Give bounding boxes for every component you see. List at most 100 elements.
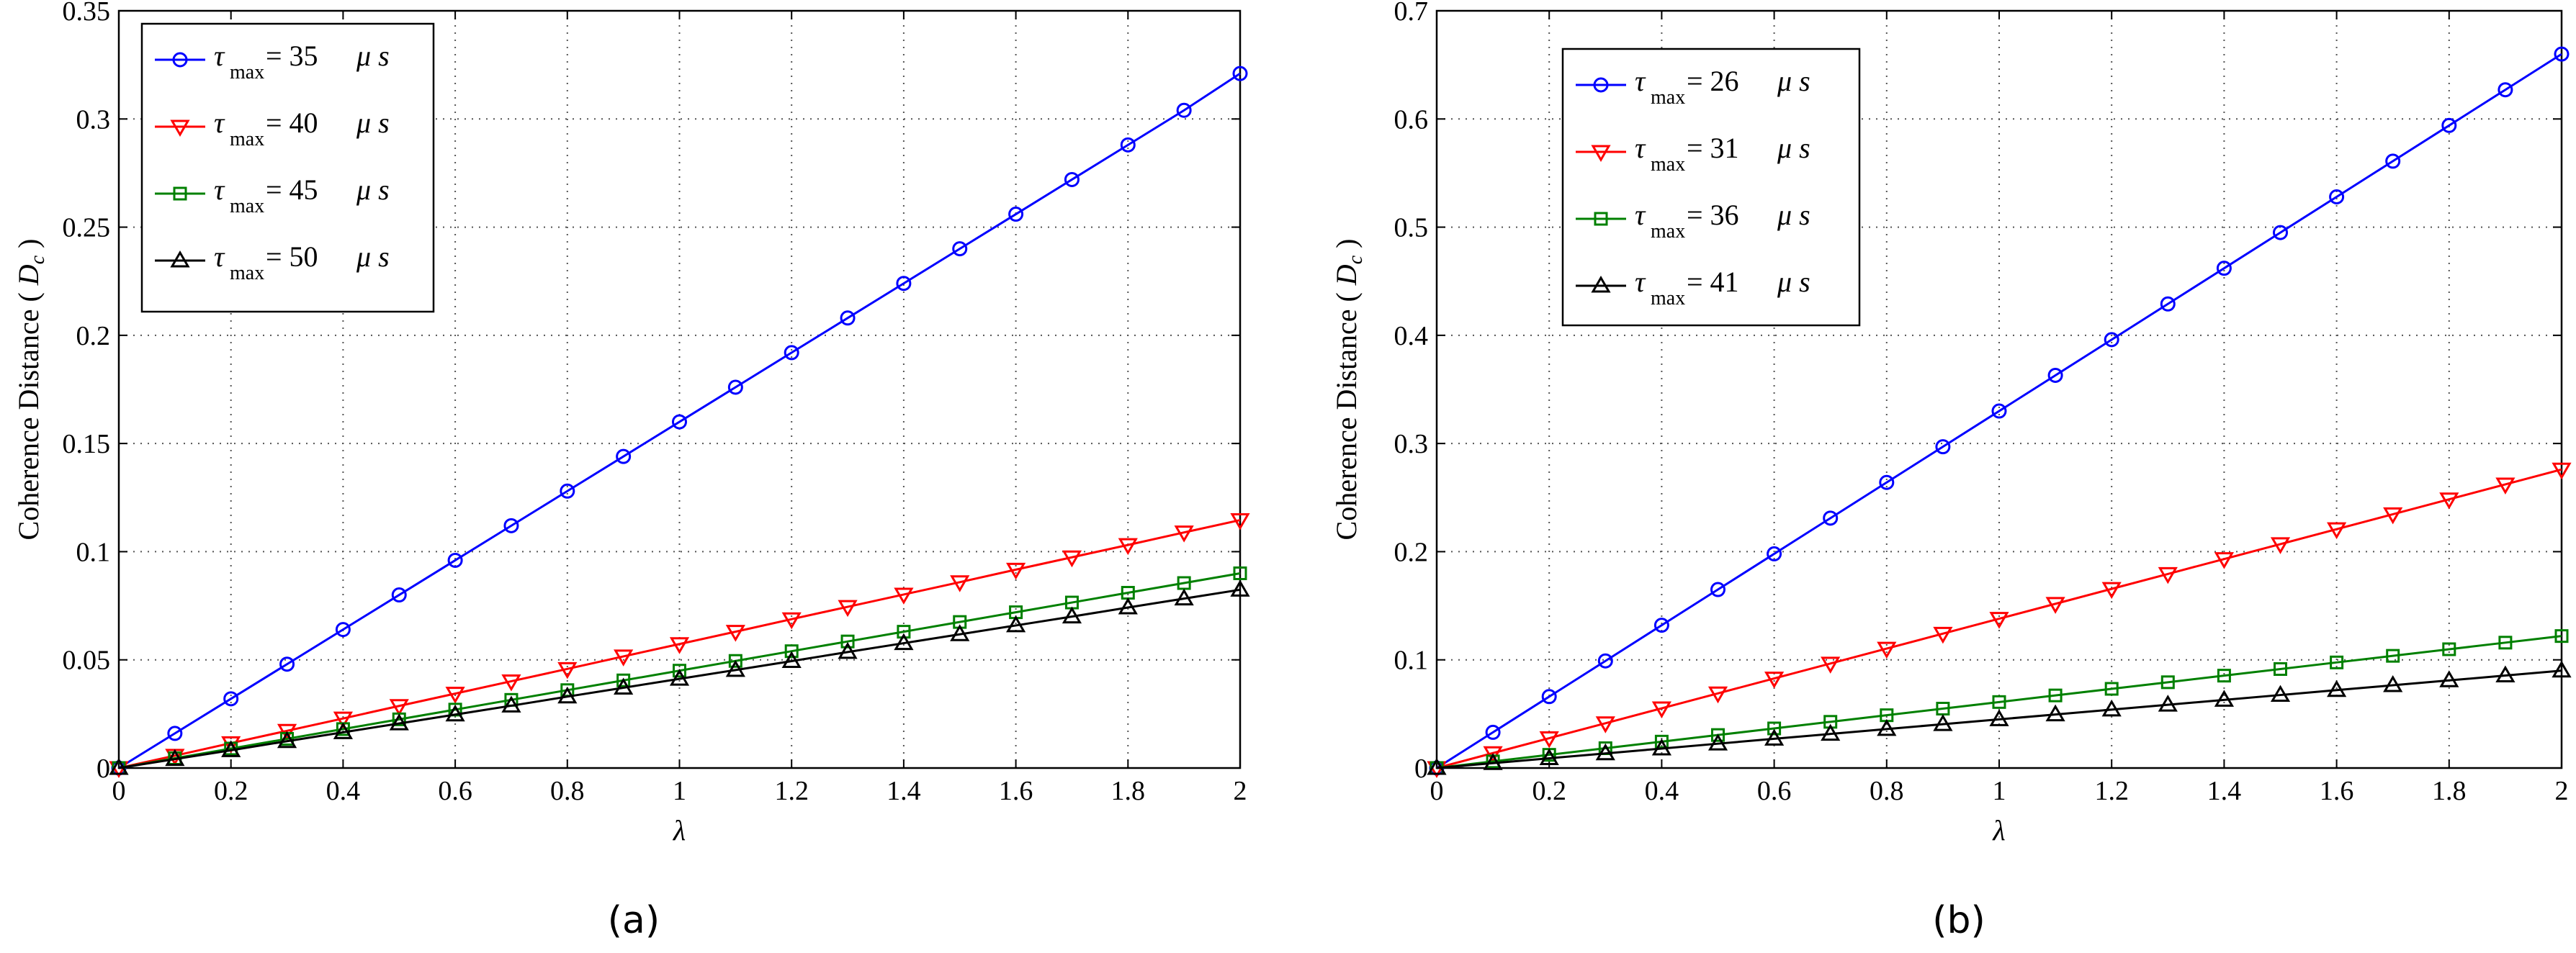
data-point — [1821, 656, 1841, 674]
panel-caption: (a) — [608, 899, 660, 942]
x-axis-label: λ — [1992, 814, 2005, 846]
data-point — [279, 656, 295, 672]
data-point — [2214, 552, 2235, 569]
data-point — [1989, 709, 2009, 726]
data-point — [2498, 82, 2513, 98]
y-tick-label: 0.3 — [1394, 429, 1429, 459]
y-tick-label: 0.2 — [76, 321, 111, 351]
data-point — [896, 276, 912, 292]
data-point — [1230, 513, 1250, 530]
data-point — [277, 731, 297, 749]
data-point — [1597, 653, 1613, 669]
data-point — [2216, 261, 2232, 276]
data-point — [2326, 679, 2347, 697]
x-tick-label: 0 — [112, 776, 126, 806]
data-point — [2270, 537, 2291, 554]
data-point — [165, 749, 185, 767]
data-point — [894, 587, 914, 605]
y-tick-label: 0 — [97, 754, 110, 784]
data-point — [1595, 743, 1615, 761]
legend-unit: μ s — [1777, 266, 1810, 298]
data-point — [1651, 701, 1672, 719]
series-41-us — [1427, 660, 2572, 775]
data-point — [2045, 597, 2065, 614]
x-tick-label: 1.4 — [2207, 776, 2242, 806]
legend-value: = 36 — [1687, 199, 1739, 231]
data-point — [725, 659, 745, 677]
legend-marker — [173, 186, 187, 201]
y-tick-label: 0.2 — [1394, 537, 1429, 567]
legend-unit: μ s — [356, 240, 390, 273]
y-tick-label: 0.25 — [63, 213, 111, 243]
data-point — [2554, 629, 2569, 643]
data-point — [1174, 525, 1194, 543]
data-point — [727, 379, 743, 395]
data-point — [1541, 689, 1557, 705]
legend-value: = 50 — [266, 240, 318, 273]
data-point — [1879, 474, 1895, 490]
data-point — [2048, 688, 2063, 703]
legend-tau: τ — [214, 240, 225, 273]
data-point — [2495, 665, 2516, 683]
data-point — [1710, 582, 1725, 597]
data-point — [389, 713, 409, 731]
chart-panel-a: 0 0.2 0.4 0.6 0.8 1 1.2 1.4 1.6 1.8 2 0 0.05 0.1 0.15 0… — [12, 0, 1250, 942]
series-40-us — [109, 513, 1250, 778]
data-point — [2441, 117, 2457, 133]
y-tick-label: 0.05 — [63, 646, 111, 676]
legend-box — [140, 22, 435, 313]
legend-value: = 31 — [1687, 132, 1739, 164]
data-point — [389, 699, 409, 716]
legend-tau: τ — [1635, 132, 1646, 164]
data-point — [616, 673, 631, 687]
data-point — [1992, 695, 2006, 709]
x-tick-label: 1.2 — [774, 776, 809, 806]
series-line — [118, 519, 1241, 769]
data-point — [1991, 403, 2007, 419]
data-point — [1877, 641, 1897, 659]
x-tick-label: 1 — [673, 776, 686, 806]
data-point — [725, 625, 745, 642]
data-point — [2383, 675, 2403, 692]
data-point — [1118, 538, 1138, 556]
data-point — [2104, 332, 2119, 348]
data-point — [2330, 655, 2344, 669]
data-point — [614, 677, 634, 695]
data-point — [2047, 367, 2063, 383]
x-axis-label: λ — [673, 814, 686, 846]
data-point — [1933, 714, 1953, 731]
x-tick-label: 0.2 — [214, 776, 248, 806]
series-36-us — [1430, 629, 2569, 775]
data-point — [1232, 66, 1248, 81]
data-point — [840, 310, 856, 326]
y-tick-label: 0.5 — [1394, 213, 1429, 243]
data-point — [167, 726, 183, 741]
data-point — [2214, 690, 2235, 707]
legend-tau: τ — [1635, 65, 1646, 97]
data-point — [1711, 728, 1725, 742]
y-tick-label: 0.4 — [1394, 321, 1429, 351]
data-point — [1539, 748, 1559, 765]
data-point — [1230, 579, 1250, 597]
data-point — [784, 345, 799, 361]
legend-subscript: max — [1651, 86, 1685, 109]
data-point — [2439, 670, 2459, 687]
legend-marker — [1594, 212, 1608, 226]
data-point — [840, 634, 855, 649]
legend-marker — [1591, 145, 1611, 162]
y-tick-label: 0 — [1414, 754, 1428, 784]
x-tick-label: 0.4 — [1645, 776, 1679, 806]
data-point — [1767, 546, 1782, 561]
legend-unit: μ s — [356, 173, 390, 206]
data-point — [950, 575, 970, 592]
legend-box — [1561, 48, 1861, 327]
x-tick-label: 0.8 — [1870, 776, 1904, 806]
data-point — [221, 740, 241, 757]
legend-value: = 40 — [266, 107, 318, 139]
legend-subscript: max — [230, 128, 264, 150]
data-point — [557, 661, 578, 679]
data-point — [2160, 675, 2175, 690]
